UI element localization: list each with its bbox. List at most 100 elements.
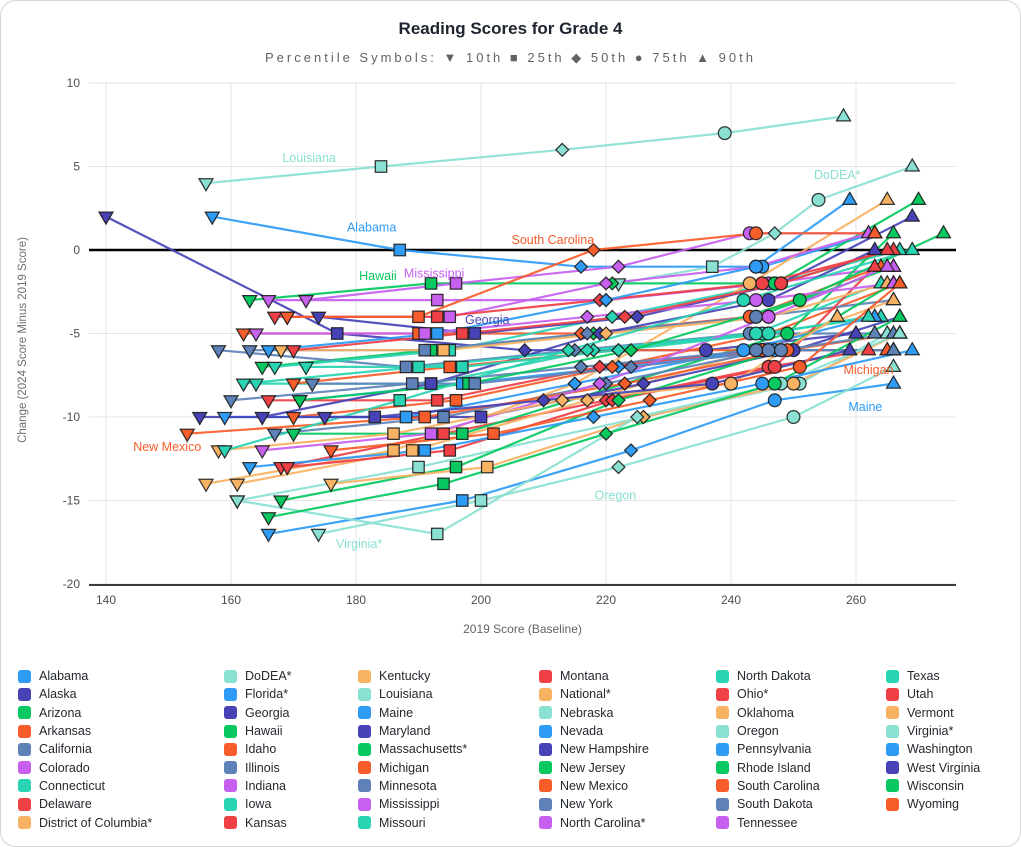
series-markers-west-virginia[interactable] xyxy=(191,341,858,426)
legend-swatch-oregon xyxy=(716,724,729,738)
legend-item-arizona[interactable]: Arizona xyxy=(18,704,224,722)
legend-item-oregon[interactable]: Oregon xyxy=(716,722,886,740)
legend-label: South Dakota xyxy=(737,797,813,812)
legend-item-arkansas[interactable]: Arkansas xyxy=(18,722,224,740)
series-markers-dodea[interactable] xyxy=(610,157,921,293)
series-markers-missouri[interactable] xyxy=(235,274,890,393)
svg-text:220: 220 xyxy=(596,593,616,607)
legend-item-new-mexico[interactable]: New Mexico xyxy=(539,777,716,795)
legend-item-virginia[interactable]: Virginia* xyxy=(886,722,1016,740)
legend-item-south-carolina[interactable]: South Carolina xyxy=(716,777,886,795)
series-markers-alaska[interactable] xyxy=(97,211,865,358)
legend-item-new-jersey[interactable]: New Jersey xyxy=(539,758,716,776)
legend-swatch-iowa xyxy=(224,797,237,811)
legend-swatch-vermont xyxy=(886,706,899,720)
series-markers-washington[interactable] xyxy=(241,341,921,476)
legend-item-minnesota[interactable]: Minnesota xyxy=(358,777,539,795)
legend-item-south-dakota[interactable]: South Dakota xyxy=(716,795,886,813)
svg-text:Georgia: Georgia xyxy=(465,313,510,327)
legend-item-california[interactable]: California xyxy=(18,740,224,758)
series-markers-wisconsin[interactable] xyxy=(260,308,908,526)
legend-item-iowa[interactable]: Iowa xyxy=(224,795,358,813)
legend-item-north-dakota[interactable]: North Dakota xyxy=(716,667,886,685)
legend-item-massachusetts[interactable]: Massachusetts* xyxy=(358,740,539,758)
legend-item-kansas[interactable]: Kansas xyxy=(224,813,358,831)
svg-text:Hawaii: Hawaii xyxy=(359,269,397,283)
legend-item-new-hampshire[interactable]: New Hampshire xyxy=(539,740,716,758)
series-line-louisiana[interactable] xyxy=(204,115,845,185)
svg-text:-10: -10 xyxy=(63,410,81,424)
legend-item-georgia[interactable]: Georgia xyxy=(224,704,358,722)
legend-label: Maine xyxy=(379,705,414,720)
series-markers-oregon[interactable] xyxy=(310,358,902,543)
legend-item-oklahoma[interactable]: Oklahoma xyxy=(716,704,886,722)
legend-item-mississippi[interactable]: Mississippi xyxy=(358,795,539,813)
legend-item-maine[interactable]: Maine xyxy=(358,704,539,722)
legend-item-rhode-island[interactable]: Rhode Island xyxy=(716,758,886,776)
legend-item-tennessee[interactable]: Tennessee xyxy=(716,813,886,831)
svg-text:260: 260 xyxy=(846,593,866,607)
series-markers-wyoming[interactable] xyxy=(322,274,908,460)
legend-item-west-virginia[interactable]: West Virginia xyxy=(886,758,1016,776)
legend-swatch-indiana xyxy=(224,779,237,793)
legend-item-connecticut[interactable]: Connecticut xyxy=(18,777,224,795)
legend-item-montana[interactable]: Montana xyxy=(539,667,716,685)
legend-item-new-york[interactable]: New York xyxy=(539,795,716,813)
legend-item-maryland[interactable]: Maryland xyxy=(358,722,539,740)
series-markers-new-york[interactable] xyxy=(222,341,902,410)
series-markers-louisiana[interactable] xyxy=(197,107,852,192)
legend-item-illinois[interactable]: Illinois xyxy=(224,758,358,776)
legend-item-delaware[interactable]: Delaware xyxy=(18,795,224,813)
series-markers-texas[interactable] xyxy=(216,241,921,460)
legend-item-colorado[interactable]: Colorado xyxy=(18,758,224,776)
legend-swatch-ohio xyxy=(716,687,729,701)
legend-item-kentucky[interactable]: Kentucky xyxy=(358,667,539,685)
legend-label: National* xyxy=(560,687,611,702)
series-markers-utah[interactable] xyxy=(285,241,896,359)
plot-area[interactable]: 140 160 180 200 220 240 260 10 5 0 -5 -10 -15 -20 Loui… xyxy=(1,1,1020,651)
series-markers-north-dakota[interactable] xyxy=(297,308,877,376)
series-markers-oklahoma[interactable] xyxy=(210,308,846,460)
legend-item-louisiana[interactable]: Louisiana xyxy=(358,685,539,703)
legend-item-florida[interactable]: Florida* xyxy=(224,685,358,703)
legend-item-hawaii[interactable]: Hawaii xyxy=(224,722,358,740)
legend-item-missouri[interactable]: Missouri xyxy=(358,813,539,831)
series-markers-rhode-island[interactable] xyxy=(291,224,952,410)
legend-label: Colorado xyxy=(39,760,90,775)
svg-text:180: 180 xyxy=(346,593,366,607)
legend-swatch-michigan xyxy=(358,761,371,775)
legend-item-district-of-columbia[interactable]: District of Columbia* xyxy=(18,813,224,831)
legend-item-nebraska[interactable]: Nebraska xyxy=(539,704,716,722)
legend-item-idaho[interactable]: Idaho xyxy=(224,740,358,758)
legend-item-indiana[interactable]: Indiana xyxy=(224,777,358,795)
series-markers-north-carolina[interactable] xyxy=(254,257,896,460)
legend-item-pennsylvania[interactable]: Pennsylvania xyxy=(716,740,886,758)
series-markers-maryland[interactable] xyxy=(254,241,883,426)
legend-item-alabama[interactable]: Alabama xyxy=(18,667,224,685)
series-markers-south-carolina[interactable] xyxy=(279,224,883,326)
legend-item-ohio[interactable]: Ohio* xyxy=(716,685,886,703)
series-markers-maine[interactable] xyxy=(260,374,902,543)
series-markers-pennsylvania[interactable] xyxy=(260,191,858,359)
legend-label: Washington xyxy=(907,742,973,757)
legend-swatch-new-mexico xyxy=(539,779,552,793)
legend-item-texas[interactable]: Texas xyxy=(886,667,1016,685)
legend-item-vermont[interactable]: Vermont xyxy=(886,704,1016,722)
series-markers-tennessee[interactable] xyxy=(247,274,902,343)
legend-swatch-florida xyxy=(224,687,237,701)
legend-item-utah[interactable]: Utah xyxy=(886,685,1016,703)
legend-item-washington[interactable]: Washington xyxy=(886,740,1016,758)
legend-item-wyoming[interactable]: Wyoming xyxy=(886,795,1016,813)
series-markers-virginia[interactable] xyxy=(229,324,908,541)
legend-swatch-georgia xyxy=(224,706,237,720)
legend-item-north-carolina[interactable]: North Carolina* xyxy=(539,813,716,831)
legend-item-alaska[interactable]: Alaska xyxy=(18,685,224,703)
legend-item-nevada[interactable]: Nevada xyxy=(539,722,716,740)
legend-item-dodea[interactable]: DoDEA* xyxy=(224,667,358,685)
series-markers-massachusetts[interactable] xyxy=(285,224,902,443)
legend-item-national[interactable]: National* xyxy=(539,685,716,703)
legend-item-wisconsin[interactable]: Wisconsin xyxy=(886,777,1016,795)
legend-column-3: Kentucky Louisiana Maine Maryland Massachuse… xyxy=(358,667,539,832)
legend-item-michigan[interactable]: Michigan xyxy=(358,758,539,776)
